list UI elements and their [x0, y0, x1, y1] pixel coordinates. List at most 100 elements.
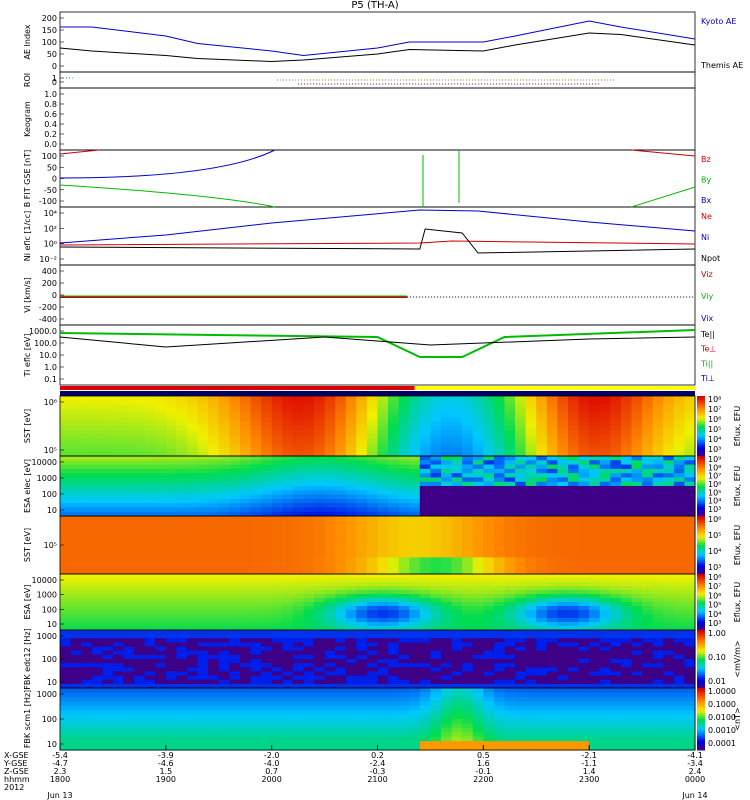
- sst_i-cell: [378, 520, 389, 525]
- sst_i-cell: [314, 516, 325, 521]
- fbk2-cell: [632, 692, 643, 697]
- sst_e-cell: [113, 426, 124, 431]
- fbk2-cell: [198, 723, 209, 728]
- esa_i-cell: [229, 614, 240, 619]
- esa_e-cell: [483, 495, 494, 500]
- fbk2-cell: [240, 715, 251, 720]
- fbk1-cell: [335, 642, 346, 647]
- fbk2-cell: [399, 715, 410, 720]
- fbk1-cell: [505, 676, 516, 681]
- fbk1-cell: [102, 634, 113, 639]
- fbk2-cell: [526, 701, 537, 706]
- esa_e-cell: [282, 503, 293, 508]
- fbk1-cell: [251, 634, 262, 639]
- sst_e-cell: [674, 443, 685, 448]
- fbk2-cell: [208, 710, 219, 715]
- fbk1-cell: [176, 651, 187, 656]
- fbk2-cell: [473, 737, 484, 742]
- fbk2-cell: [378, 692, 389, 697]
- esa_i-cell: [113, 614, 124, 619]
- esa_i-cell: [155, 602, 166, 607]
- fbk2-cell: [621, 706, 632, 711]
- fbk2-cell: [473, 697, 484, 702]
- sst_e-cell: [494, 430, 505, 435]
- esa_e-cell: [653, 503, 664, 508]
- fbk2-cell: [208, 697, 219, 702]
- fbk1-cell: [92, 676, 103, 681]
- sst_e-cell: [653, 400, 664, 405]
- esa_e-cell: [515, 473, 526, 478]
- esa_i-cell: [536, 610, 547, 615]
- sst_e-cell: [124, 417, 135, 422]
- sst_e-cell: [515, 422, 526, 427]
- sst_i-cell: [282, 520, 293, 525]
- esa_e-cell: [166, 465, 177, 470]
- esa_e-cell: [325, 465, 336, 470]
- sst_i-cell: [420, 541, 431, 546]
- fbk2-cell: [102, 719, 113, 724]
- esa_e-cell: [621, 486, 632, 491]
- esa_e-cell: [346, 490, 357, 495]
- fbk2-cell: [293, 728, 304, 733]
- esa_i-cell: [272, 602, 283, 607]
- fbk1-cell: [420, 630, 431, 635]
- sst_i-cell: [399, 541, 410, 546]
- sst_e-cell: [134, 417, 145, 422]
- sst_i-cell: [483, 516, 494, 521]
- fbk2-cell: [526, 719, 537, 724]
- fbk2-cell: [430, 706, 441, 711]
- fbk2-cell: [505, 741, 516, 746]
- esa_e-cell: [621, 482, 632, 487]
- esa_i-cell: [526, 622, 537, 627]
- esa_i-cell: [124, 582, 135, 587]
- fbk1-cell: [102, 676, 113, 681]
- esa_e-cell: [261, 486, 272, 491]
- sst_e-cell: [600, 413, 611, 418]
- esa_e-cell: [441, 486, 452, 491]
- fbk2-cell: [399, 710, 410, 715]
- sst_i-cell: [388, 533, 399, 538]
- fbk1-cell: [303, 680, 314, 685]
- sst_e-cell: [621, 400, 632, 405]
- esa_e-cell: [494, 465, 505, 470]
- fbk2-cell: [71, 741, 82, 746]
- sst_e-cell: [557, 426, 568, 431]
- fbk2-cell: [261, 728, 272, 733]
- fbk2-cell: [526, 723, 537, 728]
- fbk1-cell: [293, 651, 304, 656]
- sst_e-cell: [462, 435, 473, 440]
- fbk2-cell: [81, 701, 92, 706]
- esa_i-cell: [314, 586, 325, 591]
- esa_e-cell: [198, 499, 209, 504]
- sst_e-cell: [526, 400, 537, 405]
- fbk2-cell: [600, 701, 611, 706]
- sst_i-cell: [610, 516, 621, 521]
- esa_e-cell: [229, 482, 240, 487]
- fbk2-cell: [600, 715, 611, 720]
- sst_i-cell: [251, 528, 262, 533]
- esa_e-cell: [293, 503, 304, 508]
- esa_e-cell: [483, 490, 494, 495]
- sst_e-cell: [272, 430, 283, 435]
- fbk1-cell: [367, 671, 378, 676]
- esa_i-cell: [462, 590, 473, 595]
- fbk2-cell: [187, 741, 198, 746]
- esa_e-cell: [155, 460, 166, 465]
- sst_e-cell: [145, 435, 156, 440]
- esa_i-cell: [198, 574, 209, 579]
- esa_e-cell: [102, 456, 113, 461]
- esa_e-cell: [356, 490, 367, 495]
- esa_i-cell: [124, 614, 135, 619]
- fbk1-cell: [409, 667, 420, 672]
- esa_e-cell: [568, 482, 579, 487]
- sst_i-cell: [483, 553, 494, 558]
- esa_i-cell: [219, 574, 230, 579]
- sst_i-cell: [335, 537, 346, 542]
- esa_e-cell: [261, 469, 272, 474]
- fbk1-cell: [473, 634, 484, 639]
- sst_e-cell: [610, 422, 621, 427]
- fbk1-cell: [272, 630, 283, 635]
- esa_i-cell: [282, 586, 293, 591]
- esa_e-cell: [356, 460, 367, 465]
- esa_i-cell: [388, 594, 399, 599]
